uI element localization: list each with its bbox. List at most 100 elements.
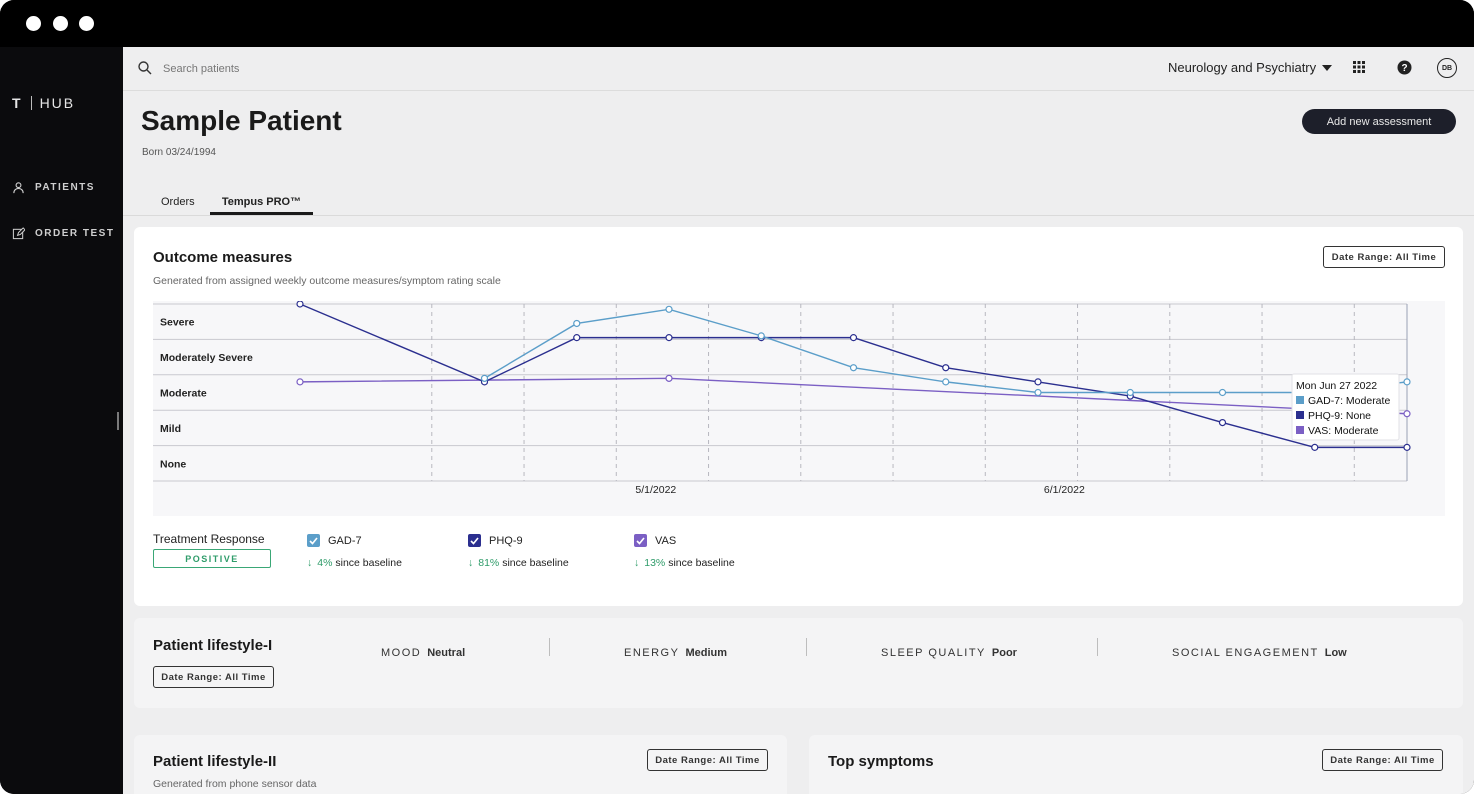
lifestyle-2-subtitle: Generated from phone sensor data (153, 778, 317, 790)
legend-delta-phq9: ↓ 81% since baseline (468, 557, 569, 569)
delta-suffix: since baseline (335, 557, 402, 569)
search-icon (138, 61, 152, 75)
title-bar (0, 0, 1474, 47)
help-icon[interactable]: ? (1397, 60, 1412, 75)
data-point (296, 301, 304, 308)
top-symptoms-title: Top symptoms (828, 753, 934, 770)
data-point (665, 334, 673, 342)
svg-text:?: ? (1401, 63, 1407, 74)
outcome-subtitle: Generated from assigned weekly outcome m… (153, 275, 501, 287)
metric-value: Poor (991, 647, 1017, 659)
y-tick-label: None (160, 458, 186, 470)
sidebar: T HUB PATIENTS ORDER TEST (0, 47, 123, 794)
metric-mood: MOOD Neutral (381, 647, 465, 659)
page-title: Sample Patient (141, 105, 342, 136)
metric-value: Medium (685, 647, 728, 659)
sidebar-collapse-handle[interactable] (117, 412, 119, 430)
date-range-button[interactable]: Date Range: All Time (1323, 246, 1445, 268)
arrow-down-icon: ↓ (307, 557, 313, 569)
lifestyle-1-card: Patient lifestyle-I Date Range: All Time… (134, 618, 1463, 708)
data-point (573, 334, 581, 342)
outcome-chart: None Mild Moderate Moderately Severe Severe 5… (153, 301, 1445, 516)
window-maximize-dot[interactable] (79, 16, 94, 31)
sidebar-item-order-test[interactable]: ORDER TEST (12, 227, 114, 240)
divider (549, 638, 550, 656)
legend-label: PHQ-9 (489, 534, 523, 547)
window-close-dot[interactable] (26, 16, 41, 31)
data-point (480, 374, 489, 382)
arrow-down-icon: ↓ (468, 557, 474, 569)
metric-value: Low (1324, 647, 1347, 659)
y-tick-label: Moderate (160, 388, 207, 400)
metric-label: SOCIAL ENGAGEMENT (1172, 647, 1319, 659)
y-tick-label: Mild (160, 423, 181, 435)
delta-percent: 13% (644, 557, 666, 569)
legend-vas[interactable]: VAS (634, 534, 676, 547)
main-content: Neurology and Psychiatry ? DB Sample Pat… (123, 47, 1474, 794)
search-input[interactable] (163, 59, 463, 79)
legend-label: VAS (655, 534, 677, 547)
legend-phq9[interactable]: PHQ-9 (468, 534, 523, 547)
tab-tempus-pro[interactable]: Tempus PRO™ (210, 196, 313, 215)
avatar[interactable]: DB (1437, 58, 1457, 78)
y-tick-label: Moderately Severe (160, 352, 253, 364)
department-select[interactable]: Neurology and Psychiatry (1168, 60, 1333, 75)
series-line-phq9 (299, 303, 1407, 449)
data-point (849, 334, 858, 342)
treatment-response-label: Treatment Response (153, 532, 265, 546)
data-point (849, 364, 858, 372)
tooltip-row: VAS: Moderate (1308, 425, 1379, 437)
logo-divider (30, 96, 32, 110)
apps-grid-icon[interactable] (1352, 60, 1366, 74)
logo-text: HUB (39, 95, 76, 111)
tab-orders[interactable]: Orders (161, 196, 195, 208)
checkbox-checked-icon[interactable] (307, 534, 320, 547)
top-symptoms-card: Top symptoms Date Range: All Time (809, 735, 1463, 794)
metric-label: ENERGY (624, 647, 680, 659)
delta-suffix: since baseline (668, 557, 735, 569)
legend-delta-vas: ↓ 13% since baseline (634, 557, 735, 569)
tooltip-row: PHQ-9: None (1308, 410, 1371, 422)
window-minimize-dot[interactable] (53, 16, 68, 31)
app-logo[interactable]: T HUB (12, 95, 75, 111)
tooltip-swatch (1296, 396, 1304, 404)
checkbox-checked-icon[interactable] (468, 534, 481, 547)
add-assessment-button[interactable]: Add new assessment (1302, 109, 1456, 134)
logo-mark: T (12, 95, 23, 111)
data-point (1403, 443, 1411, 451)
chevron-down-icon (1322, 64, 1333, 71)
tooltip-title: Mon Jun 27 2022 (1296, 380, 1377, 392)
data-point (665, 374, 673, 382)
outcome-measures-card: Outcome measures Generated from assigned… (134, 227, 1463, 606)
lifestyle-1-title: Patient lifestyle-I (153, 637, 273, 654)
date-range-button[interactable]: Date Range: All Time (1322, 749, 1443, 771)
date-range-button[interactable]: Date Range: All Time (647, 749, 768, 771)
outcome-title: Outcome measures (153, 249, 293, 266)
x-tick-label: 5/1/2022 (635, 484, 676, 496)
divider (806, 638, 807, 656)
metric-label: MOOD (381, 647, 422, 659)
data-point (296, 378, 304, 386)
patient-birthdate: Born 03/24/1994 (142, 147, 216, 158)
data-point (665, 305, 673, 313)
legend-gad7[interactable]: GAD-7 (307, 534, 362, 547)
sidebar-item-patients[interactable]: PATIENTS (12, 181, 95, 194)
delta-suffix: since baseline (502, 557, 569, 569)
arrow-down-icon: ↓ (634, 557, 640, 569)
checkbox-checked-icon[interactable] (634, 534, 647, 547)
tooltip-swatch (1296, 426, 1304, 434)
tab-bar: Orders Tempus PRO™ (123, 196, 1474, 216)
outcome-chart-svg: None Mild Moderate Moderately Severe Severe 5… (153, 301, 1411, 496)
sidebar-item-label: ORDER TEST (35, 228, 115, 239)
x-tick-label: 6/1/2022 (1044, 484, 1085, 496)
lifestyle-2-card: Patient lifestyle-II Generated from phon… (134, 735, 787, 794)
metric-sleep-quality: SLEEP QUALITY Poor (881, 647, 1017, 659)
metric-label: SLEEP QUALITY (881, 647, 986, 659)
data-point (1034, 388, 1042, 397)
tooltip-swatch (1296, 411, 1304, 419)
data-point (1034, 378, 1042, 386)
legend-delta-gad7: ↓ 4% since baseline (307, 557, 402, 569)
data-point (573, 319, 581, 328)
date-range-button[interactable]: Date Range: All Time (153, 666, 274, 688)
